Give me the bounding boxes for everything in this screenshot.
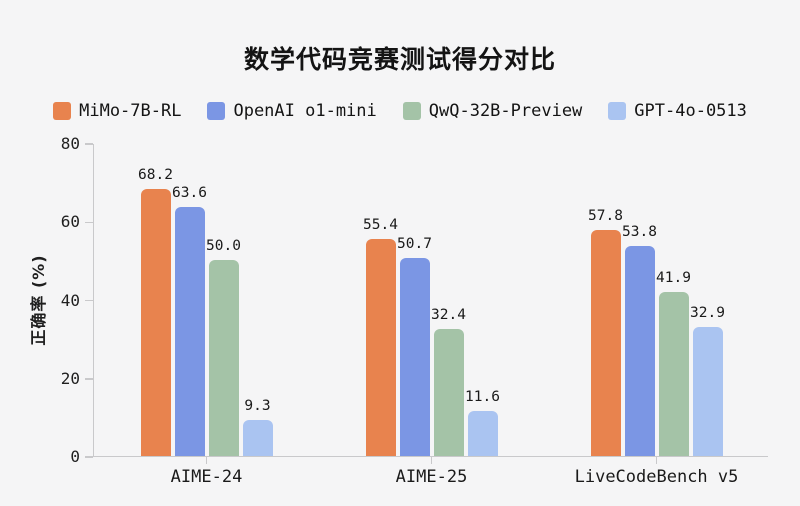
y-tick-label: 40: [60, 290, 80, 310]
bar-qwq-32b-preview-aime-24: [208, 260, 239, 456]
legend-item-qwq-32b-preview: QwQ-32B-Preview: [402, 101, 583, 121]
y-tick-mark: [85, 456, 93, 458]
bar-openai-o1-mini-livecodebench-v5: [624, 245, 655, 456]
bar-value-label: 57.8: [588, 207, 623, 224]
bar-mimo-7b-rl-aime-25: [365, 239, 396, 456]
x-tick-mark: [430, 457, 433, 464]
bar-value-label: 55.4: [363, 217, 398, 234]
bar-openai-o1-mini-aime-25: [399, 257, 430, 456]
bar-value-label: 32.4: [431, 307, 466, 324]
legend-swatch-qwq-32b-preview: [402, 102, 421, 120]
bar-mimo-7b-rl-livecodebench-v5: [590, 229, 621, 456]
chart-title: 数学代码竞赛测试得分对比: [243, 45, 556, 74]
legend-label: MiMo-7B-RL: [79, 101, 182, 121]
x-tick-mark: [205, 457, 208, 464]
legend-swatch-gpt-4o-0513: [608, 102, 627, 120]
bar-value-label: 50.0: [206, 238, 241, 255]
x-tick-label-aime-25: AIME-25: [395, 467, 468, 487]
legend-swatch-openai-o1-mini: [207, 102, 226, 120]
bar-value-label: 63.6: [172, 185, 207, 202]
bar-openai-o1-mini-aime-24: [174, 207, 205, 456]
x-tick-mark: [655, 457, 658, 464]
y-tick-label: 80: [60, 134, 80, 153]
x-tick-label-aime-24: AIME-24: [170, 467, 243, 487]
bar-value-label: 50.7: [397, 235, 432, 252]
bar-value-label: 41.9: [656, 270, 691, 287]
bar-gpt-4o-0513-aime-25: [467, 410, 498, 456]
bar-mimo-7b-rl-aime-24: [140, 189, 171, 456]
bar-value-label: 9.3: [244, 397, 271, 414]
bar-qwq-32b-preview-aime-25: [433, 329, 464, 456]
y-tick-label: 0: [70, 447, 80, 466]
y-tick-mark: [85, 378, 93, 380]
y-tick-label: 60: [60, 212, 80, 232]
y-tick-mark: [85, 143, 93, 145]
legend-item-openai-o1-mini: OpenAI o1-mini: [207, 101, 377, 121]
legend: MiMo-7B-RL OpenAI o1-mini QwQ-32B-Preview G…: [0, 101, 800, 121]
bar-value-label: 32.9: [690, 305, 725, 322]
legend-item-gpt-4o-0513: GPT-4o-0513: [608, 101, 747, 121]
y-tick-mark: [85, 299, 93, 302]
legend-swatch-mimo-7b-rl: [53, 102, 72, 120]
legend-label: QwQ-32B-Preview: [428, 101, 583, 121]
bar-qwq-32b-preview-livecodebench-v5: [658, 292, 689, 456]
bar-gpt-4o-0513-aime-24: [242, 419, 273, 456]
plot-area: 0 20 40 60 80 AIME-24 68.2 63.6 50.0 9.3 AIME-25 55…: [61, 134, 768, 487]
bar-value-label: 53.8: [622, 223, 657, 240]
x-tick-label-livecodebench-v5: LiveCodeBench v5: [574, 467, 739, 487]
legend-label: GPT-4o-0513: [634, 101, 747, 121]
legend-label: OpenAI o1-mini: [233, 101, 377, 121]
bar-gpt-4o-0513-livecodebench-v5: [692, 327, 723, 456]
legend-item-mimo-7b-rl: MiMo-7B-RL: [53, 101, 181, 121]
bar-value-label: 68.2: [138, 167, 173, 184]
y-tick-mark: [85, 221, 93, 223]
y-tick-label: 20: [60, 368, 80, 388]
bar-value-label: 11.6: [465, 388, 500, 405]
